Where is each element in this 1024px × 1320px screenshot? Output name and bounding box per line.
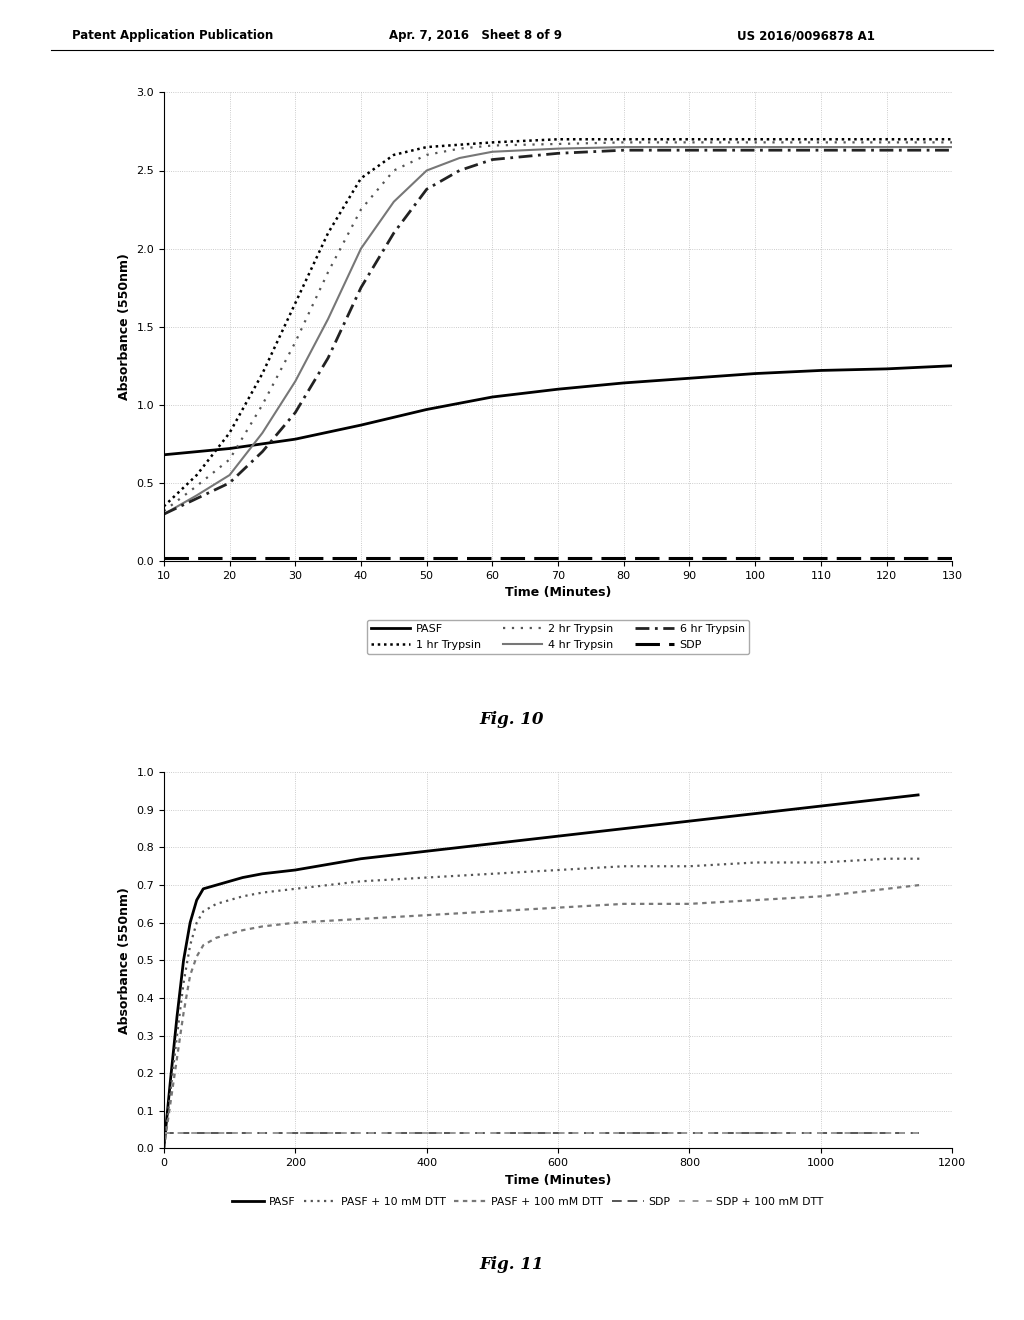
- Text: Fig. 10: Fig. 10: [480, 711, 544, 727]
- Y-axis label: Absorbance (550nm): Absorbance (550nm): [118, 253, 131, 400]
- Y-axis label: Absorbance (550nm): Absorbance (550nm): [118, 887, 131, 1034]
- X-axis label: Time (Minutes): Time (Minutes): [505, 586, 611, 599]
- Text: Patent Application Publication: Patent Application Publication: [72, 29, 273, 42]
- Legend: PASF, 1 hr Trypsin, 2 hr Trypsin, 4 hr Trypsin, 6 hr Trypsin, SDP: PASF, 1 hr Trypsin, 2 hr Trypsin, 4 hr T…: [367, 619, 750, 655]
- Text: US 2016/0096878 A1: US 2016/0096878 A1: [737, 29, 876, 42]
- Text: Apr. 7, 2016   Sheet 8 of 9: Apr. 7, 2016 Sheet 8 of 9: [389, 29, 562, 42]
- X-axis label: Time (Minutes): Time (Minutes): [505, 1173, 611, 1187]
- Legend: PASF, PASF + 10 mM DTT, PASF + 100 mM DTT, SDP, SDP + 100 mM DTT: PASF, PASF + 10 mM DTT, PASF + 100 mM DT…: [227, 1192, 827, 1212]
- Text: Fig. 11: Fig. 11: [480, 1257, 544, 1272]
